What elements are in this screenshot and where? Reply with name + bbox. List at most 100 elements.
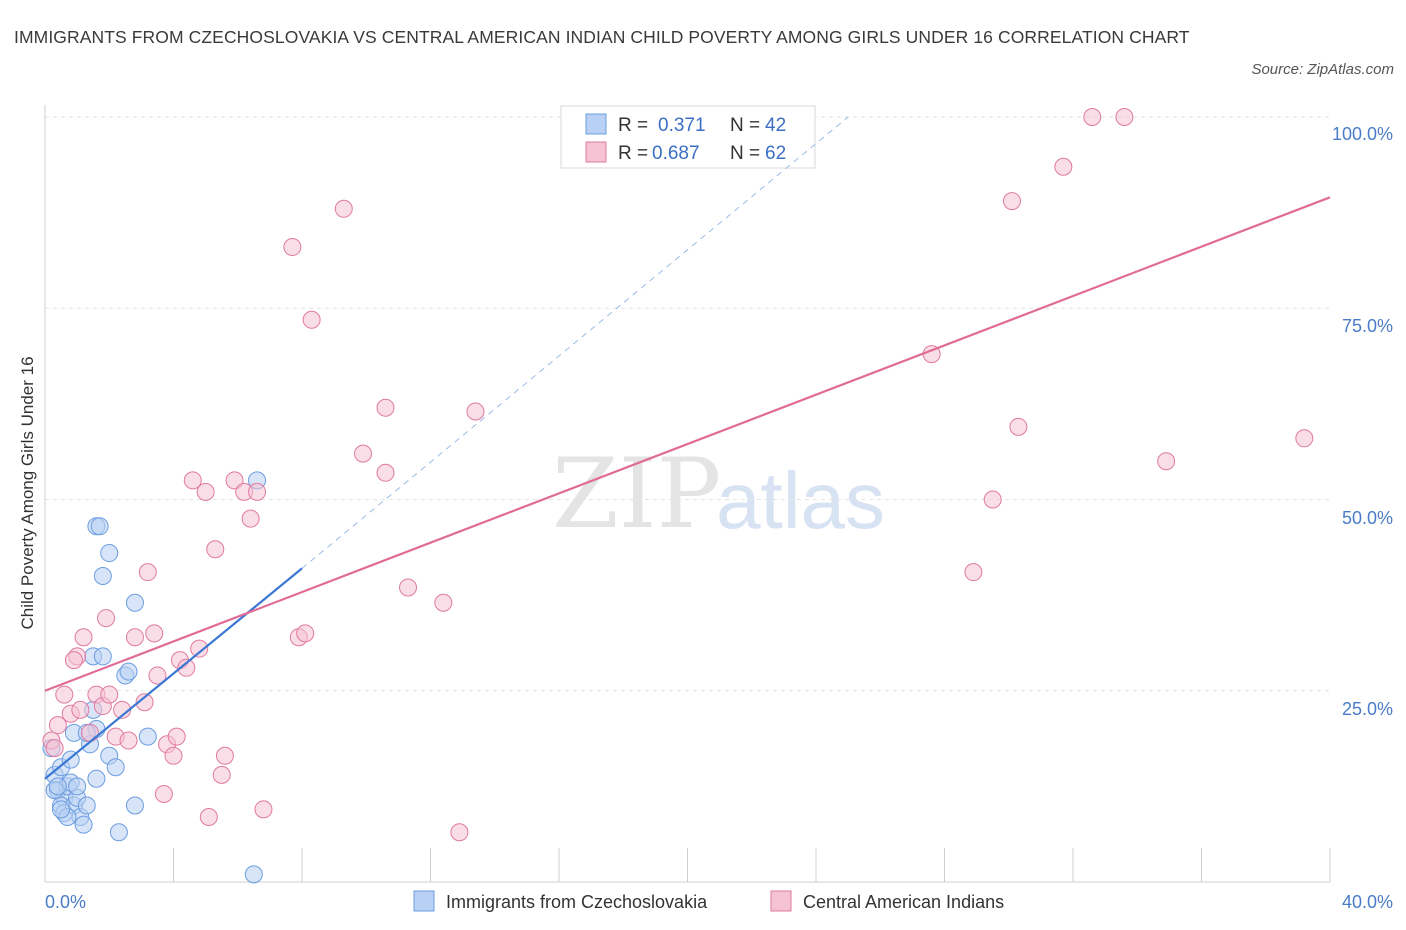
legend-n-label-czech: N = [730, 115, 760, 136]
point-czech-38 [68, 777, 87, 796]
bottom-legend-label-czech: Immigrants from Czechoslovakia [446, 892, 708, 912]
point-cai-54 [1009, 417, 1028, 436]
point-cai-41 [302, 310, 321, 329]
point-cai-20 [154, 785, 173, 804]
point-cai-35 [241, 509, 260, 528]
legend-swatch-cai [585, 141, 607, 163]
point-czech-15 [77, 796, 96, 815]
legend-r-value-czech: 0.371 [658, 115, 706, 136]
point-czech-20 [93, 647, 112, 666]
point-cai-18 [145, 624, 164, 643]
legend-r-label-cai: R = [618, 143, 648, 164]
point-czech-31 [125, 593, 144, 612]
point-cai-15 [125, 628, 144, 647]
trend-line-czech [44, 567, 303, 780]
point-cai-45 [376, 398, 395, 417]
point-cai-59 [1295, 429, 1314, 448]
point-cai-25 [177, 658, 196, 677]
x-tick-label-min: 0.0% [45, 892, 86, 912]
point-czech-33 [138, 727, 157, 746]
point-cai-60 [74, 628, 93, 647]
point-cai-33 [225, 471, 244, 490]
y-tick-label-100: 100.0% [1332, 124, 1393, 144]
data-points [42, 108, 1314, 884]
point-czech-32 [125, 796, 144, 815]
point-cai-49 [466, 402, 485, 421]
point-cai-61 [64, 651, 83, 670]
point-cai-31 [212, 765, 231, 784]
point-czech-41 [52, 800, 71, 819]
bottom-legend-label-cai: Central American Indians [803, 892, 1004, 912]
trend-line-czech-extension [301, 116, 849, 569]
point-cai-57 [1115, 108, 1134, 126]
y-axis-label: Child Poverty Among Girls Under 16 [18, 356, 37, 629]
point-czech-22 [90, 517, 109, 536]
point-cai-42 [334, 199, 353, 218]
legend-r-value-cai: 0.687 [652, 143, 700, 164]
point-cai-1 [45, 739, 64, 758]
point-cai-22 [164, 746, 183, 765]
point-cai-2 [48, 716, 67, 735]
grid-lines [45, 116, 1330, 692]
point-cai-40 [296, 624, 315, 643]
point-cai-53 [1002, 192, 1021, 211]
point-cai-43 [354, 444, 373, 463]
point-cai-6 [71, 700, 90, 719]
point-cai-48 [450, 823, 469, 842]
point-cai-46 [399, 578, 418, 597]
legend-n-value-czech: 42 [765, 115, 786, 136]
series-legend: Immigrants from Czechoslovakia Central A… [413, 890, 1004, 912]
point-czech-23 [93, 567, 112, 585]
y-tick-label-75: 75.0% [1342, 316, 1393, 336]
watermark-zip: ZIP [552, 438, 721, 550]
stats-legend: R = 0.371 N = 42 R = 0.687 N = 62 [560, 105, 816, 169]
point-cai-36 [248, 482, 267, 501]
point-cai-23 [167, 727, 186, 746]
point-cai-28 [196, 482, 215, 501]
point-cai-19 [148, 666, 167, 685]
point-cai-47 [434, 593, 453, 612]
chart-title: IMMIGRANTS FROM CZECHOSLOVAKIA VS CENTRA… [14, 27, 1190, 47]
point-cai-38 [283, 238, 302, 257]
point-czech-27 [87, 769, 106, 788]
point-czech-39 [48, 777, 67, 796]
point-cai-26 [183, 471, 202, 490]
point-cai-10 [97, 609, 116, 628]
bottom-legend-swatch-czech [413, 890, 435, 912]
x-tick-label-max: 40.0% [1342, 892, 1393, 912]
point-cai-52 [983, 490, 1002, 509]
point-cai-14 [119, 731, 138, 750]
point-cai-27 [190, 639, 209, 658]
point-cai-30 [206, 540, 225, 559]
point-czech-14 [74, 815, 93, 834]
point-czech-34 [244, 865, 263, 884]
legend-r-label-czech: R = [618, 115, 648, 136]
y-tick-label-25: 25.0% [1342, 699, 1393, 719]
watermark-atlas: atlas [716, 456, 885, 545]
legend-n-value-cai: 62 [765, 143, 786, 164]
point-cai-3 [55, 685, 74, 704]
point-cai-16 [135, 693, 154, 712]
point-cai-29 [199, 807, 218, 826]
point-czech-30 [119, 662, 138, 681]
point-cai-44 [376, 463, 395, 482]
trend-lines [44, 116, 1331, 780]
y-tick-label-50: 50.0% [1342, 508, 1393, 528]
point-cai-51 [964, 563, 983, 582]
legend-swatch-czech [585, 113, 607, 135]
trend-line-cai [44, 196, 1331, 692]
point-cai-32 [215, 746, 234, 765]
point-cai-17 [138, 563, 157, 582]
chart-source: Source: ZipAtlas.com [1251, 61, 1394, 78]
point-cai-55 [1054, 157, 1073, 176]
point-czech-26 [106, 758, 125, 777]
point-cai-37 [254, 800, 273, 819]
bottom-legend-swatch-cai [770, 890, 792, 912]
point-czech-28 [109, 823, 128, 842]
point-cai-7 [80, 723, 99, 742]
legend-n-label-cai: N = [730, 143, 760, 164]
point-cai-56 [1083, 108, 1102, 126]
point-cai-58 [1157, 452, 1176, 471]
point-cai-11 [100, 685, 119, 704]
